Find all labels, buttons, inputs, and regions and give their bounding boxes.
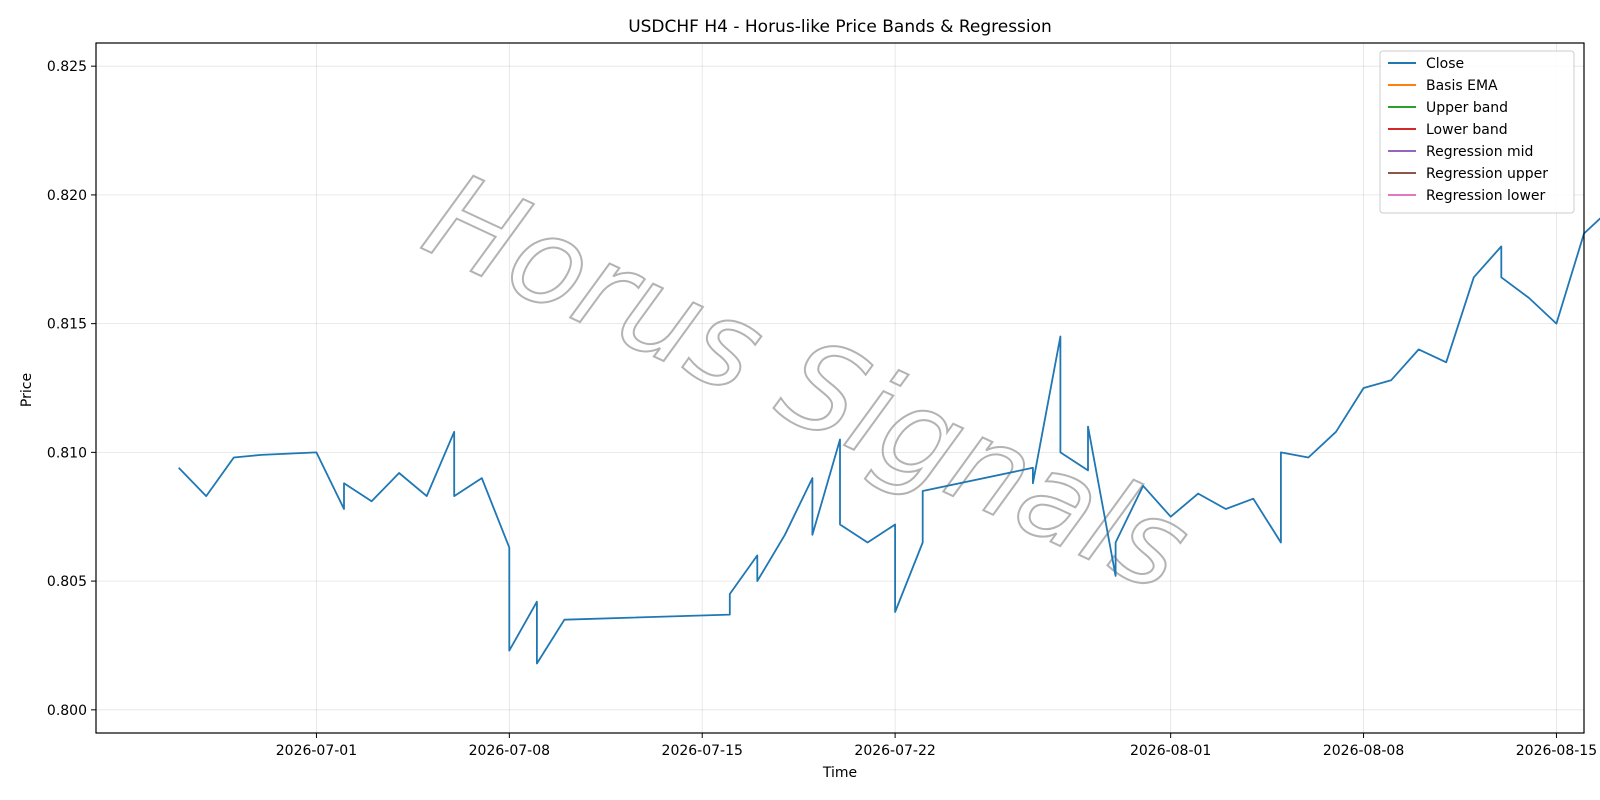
legend-label: Regression upper <box>1426 166 1548 182</box>
y-tick-label: 0.800 <box>47 703 87 719</box>
x-tick-label: 2026-07-15 <box>662 743 743 759</box>
y-axis-label: Price <box>19 373 35 407</box>
y-tick-label: 0.810 <box>47 445 87 461</box>
legend-label: Regression mid <box>1426 144 1533 160</box>
x-tick-label: 2026-08-15 <box>1516 743 1597 759</box>
x-axis-label: Time <box>822 765 857 781</box>
plot-frame <box>95 42 1585 734</box>
y-tick-label: 0.820 <box>47 188 87 204</box>
x-tick-label: 2026-07-01 <box>276 743 357 759</box>
watermark: Horus Signals <box>405 146 1210 621</box>
chart-title: USDCHF H4 - Horus-like Price Bands & Reg… <box>628 17 1052 37</box>
axis-ticks: 2026-07-01 2026-07-08 2026-07-15 2026-07-22… <box>47 59 1597 759</box>
x-tick-label: 2026-08-01 <box>1130 743 1211 759</box>
legend-label: Upper band <box>1426 100 1508 116</box>
y-tick-label: 0.825 <box>47 59 87 75</box>
series-line-close <box>178 217 1600 665</box>
x-tick-label: 2026-08-08 <box>1323 743 1404 759</box>
legend-label: Regression lower <box>1426 188 1546 204</box>
legend-label: Close <box>1426 56 1464 72</box>
series-lines <box>178 217 1600 665</box>
y-tick-label: 0.815 <box>47 317 87 333</box>
legend-box <box>1379 50 1575 214</box>
watermark-text: Horus Signals <box>406 147 1209 620</box>
legend-label: Lower band <box>1426 122 1508 138</box>
legend: Close Basis EMA Upper band Lower band Regres… <box>1379 50 1575 214</box>
y-tick-label: 0.805 <box>47 574 87 590</box>
x-tick-label: 2026-07-22 <box>854 743 935 759</box>
x-tick-label: 2026-07-08 <box>469 743 550 759</box>
legend-label: Basis EMA <box>1426 78 1498 94</box>
